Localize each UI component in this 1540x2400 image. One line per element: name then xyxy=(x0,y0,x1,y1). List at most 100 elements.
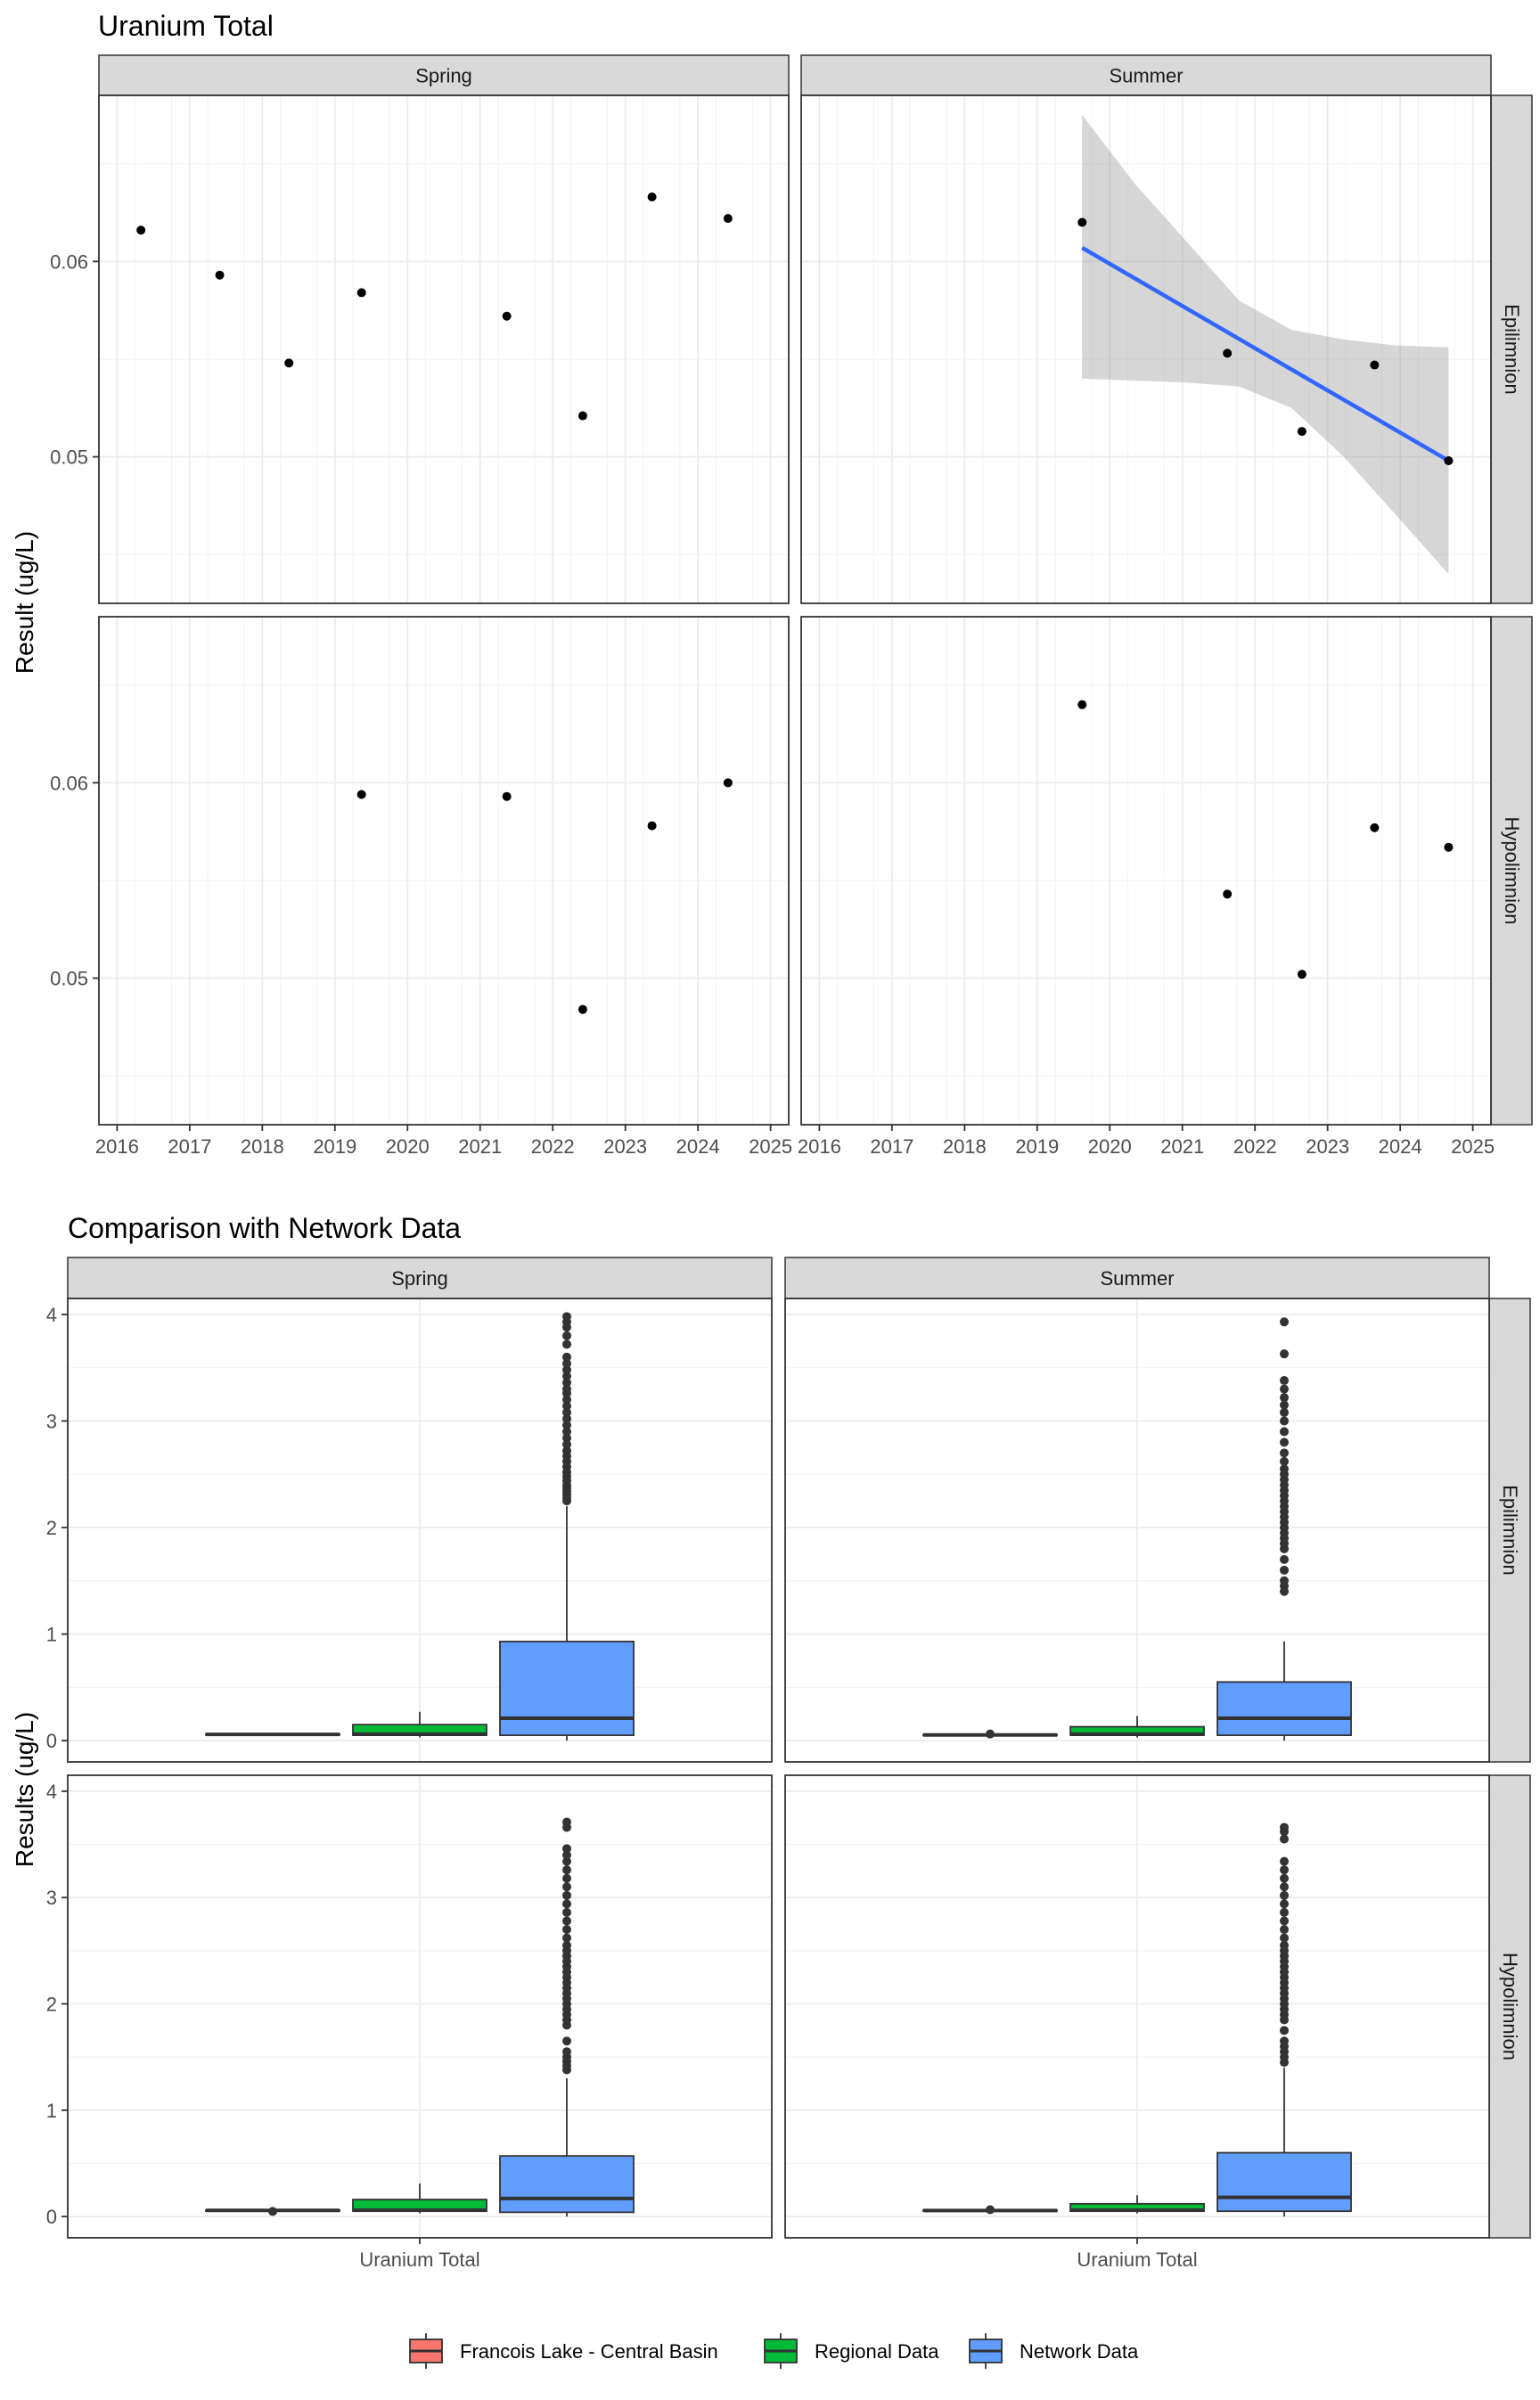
data-point xyxy=(578,411,587,421)
box-outlier xyxy=(562,1339,571,1349)
data-point xyxy=(647,821,657,831)
facet-panel xyxy=(800,94,1492,604)
box-outlier xyxy=(562,1358,571,1368)
box-body xyxy=(499,2155,635,2214)
box-network xyxy=(1216,1317,1352,1741)
chart2-title: Comparison with Network Data xyxy=(68,1212,461,1244)
panel-border xyxy=(800,94,1492,604)
y-tick-label: 2 xyxy=(46,1517,57,1539)
box-outlier xyxy=(562,1933,571,1943)
box-francois-lake xyxy=(205,1732,340,1737)
facet-strip-col xyxy=(98,54,790,96)
box-outlier xyxy=(268,2207,277,2216)
panel-border xyxy=(98,616,790,1126)
box-outlier xyxy=(1280,1940,1289,1950)
box-outlier xyxy=(562,1844,571,1854)
y-tick-label: 4 xyxy=(46,1781,57,1803)
box-outlier xyxy=(986,1729,995,1739)
data-point xyxy=(215,270,225,280)
facet-strip-label: Epilimnion xyxy=(1501,304,1523,395)
box-outlier xyxy=(1280,1933,1289,1943)
box-outlier xyxy=(562,1365,571,1375)
panel-background xyxy=(99,95,789,603)
x-tick-label: Uranium Total xyxy=(359,2248,479,2271)
chart2-legend: Francois Lake - Central Basin Regional Da… xyxy=(409,2333,1139,2369)
y-tick-label: 4 xyxy=(46,1304,57,1326)
panel-background xyxy=(801,95,1491,603)
data-point xyxy=(1370,360,1380,370)
data-point xyxy=(1297,970,1307,979)
facet-panel: 0 1 2 3 4 xyxy=(46,1298,773,1763)
box-network xyxy=(1216,1823,1352,2217)
box-outlier xyxy=(1280,1865,1289,1875)
box-body xyxy=(1216,1681,1352,1737)
x-tick-label: 2016 xyxy=(798,1135,841,1158)
box-outlier xyxy=(562,1850,571,1860)
legend-entry: Regional Data xyxy=(764,2333,939,2369)
box-outlier xyxy=(562,1414,571,1424)
facet-strip-col xyxy=(800,54,1492,96)
box-outlier xyxy=(1280,1317,1289,1327)
facet-strip-label: Hypolimnion xyxy=(1499,1953,1521,2060)
x-tick-label: 2025 xyxy=(1451,1135,1495,1158)
box-outlier xyxy=(1280,1907,1289,1917)
panel-border xyxy=(784,1298,1490,1763)
y-tick-label: 0 xyxy=(46,1730,57,1752)
y-tick-label: 3 xyxy=(46,1887,57,1909)
x-tick-label: 2019 xyxy=(1015,1135,1059,1158)
facet-panel: 0.05 0.06 xyxy=(50,94,790,604)
box-outlier xyxy=(1280,1823,1289,1832)
box-outlier xyxy=(1280,1925,1289,1934)
data-point xyxy=(1444,455,1454,465)
box-outlier xyxy=(1280,1873,1289,1883)
x-tick-label: 2022 xyxy=(531,1135,575,1158)
box-outlier xyxy=(562,1916,571,1926)
box-outlier xyxy=(562,1865,571,1875)
panel-border xyxy=(67,1298,773,1763)
box-outlier xyxy=(562,1856,571,1866)
box-outlier xyxy=(562,1940,571,1950)
panel-border xyxy=(98,94,790,604)
data-point xyxy=(723,778,733,788)
y-tick-label: 1 xyxy=(46,1624,57,1646)
box-outlier xyxy=(562,1890,571,1900)
box-outlier xyxy=(562,1407,571,1417)
trend-confidence-band xyxy=(1082,114,1449,575)
x-tick-label: 2020 xyxy=(1088,1135,1132,1158)
box-francois-lake xyxy=(922,2205,1058,2215)
chart2-panels: Spring Summer Epilimnion Hypolimnion 0 1 2 3 4 0 1… xyxy=(46,1257,1531,2271)
box-regional xyxy=(1069,2195,1205,2214)
box-outlier xyxy=(562,1427,571,1437)
box-outlier xyxy=(1280,1427,1289,1437)
box-network xyxy=(499,1817,635,2217)
facet-strip-label: Summer xyxy=(1100,1267,1174,1290)
data-point xyxy=(1444,842,1454,852)
x-tick-label: 2023 xyxy=(603,1135,647,1158)
y-tick-label: 0.06 xyxy=(50,772,88,794)
legend-entry: Network Data xyxy=(969,2333,1139,2369)
box-outlier xyxy=(1280,1856,1289,1866)
chart2-ylabel: Results (ug/L) xyxy=(11,1712,38,1867)
box-outlier xyxy=(562,1882,571,1892)
box-outlier xyxy=(562,1899,571,1909)
x-tick-label: 2023 xyxy=(1306,1135,1349,1158)
data-point xyxy=(1297,427,1307,437)
box-outlier xyxy=(1280,1393,1289,1403)
box-outlier xyxy=(562,2047,571,2057)
box-outlier xyxy=(1280,1899,1289,1909)
box-outlier xyxy=(562,1395,571,1405)
box-outlier xyxy=(1280,1438,1289,1447)
facet-strip-row xyxy=(1488,1298,1531,1763)
trend-line xyxy=(1081,246,1450,463)
facet-strip-row xyxy=(1488,1774,1531,2239)
data-point xyxy=(1077,700,1087,709)
box-regional xyxy=(352,1711,487,1738)
box-outlier xyxy=(562,1312,571,1322)
facet-strip-label: Spring xyxy=(391,1267,448,1290)
box-outlier xyxy=(1280,1890,1289,1900)
box-outlier xyxy=(562,1384,571,1394)
x-tick-label: 2020 xyxy=(386,1135,430,1158)
box-francois-lake xyxy=(205,2207,340,2216)
